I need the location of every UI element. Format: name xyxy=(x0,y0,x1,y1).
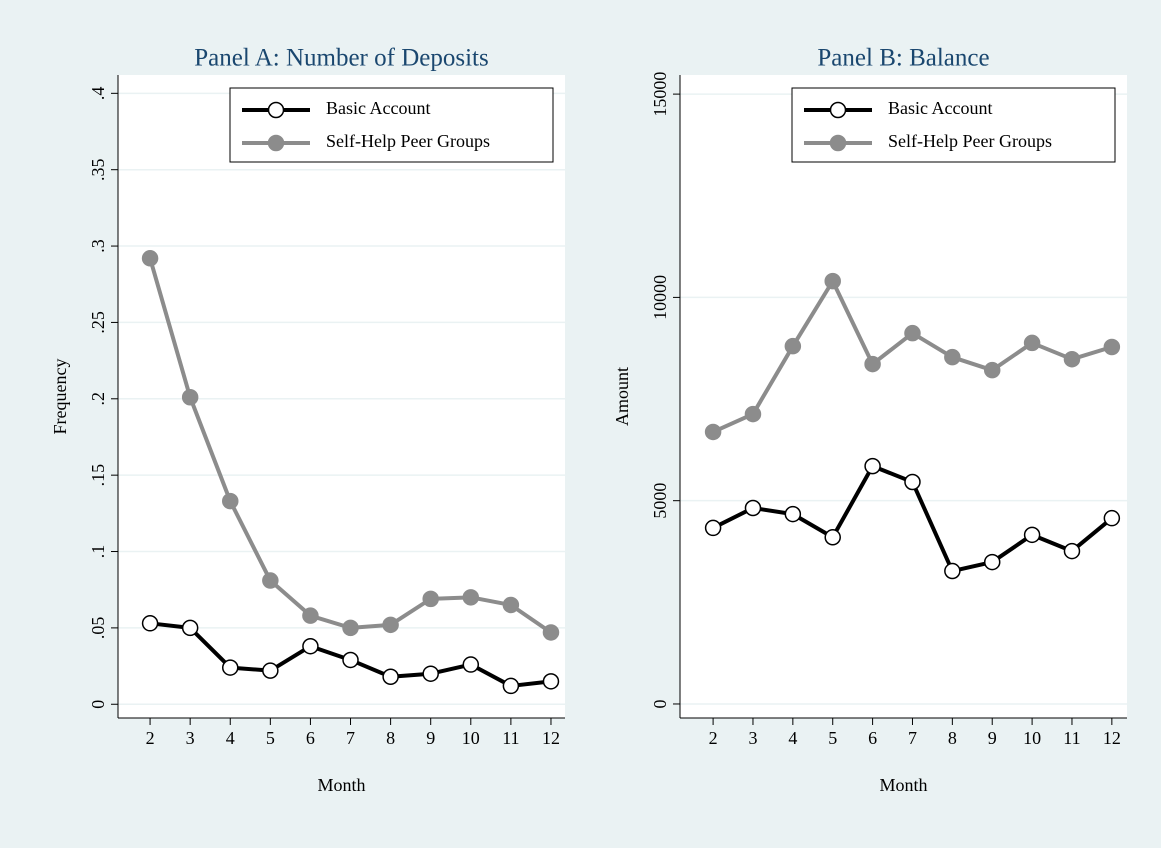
legend-label: Self-Help Peer Groups xyxy=(326,131,490,151)
marker xyxy=(744,499,762,517)
x-tick-label: 4 xyxy=(226,728,235,748)
marker xyxy=(1063,350,1081,368)
x-tick-label: 2 xyxy=(709,728,718,748)
x-tick-label: 5 xyxy=(828,728,837,748)
marker xyxy=(181,389,199,406)
chart-title: Panel B: Balance xyxy=(817,45,989,72)
chart-title: Panel A: Number of Deposits xyxy=(194,45,488,72)
y-axis-label: Amount xyxy=(612,367,632,426)
marker xyxy=(262,662,279,679)
legend-label: Basic Account xyxy=(326,98,430,118)
marker xyxy=(462,589,480,606)
marker xyxy=(141,250,159,267)
marker xyxy=(382,668,399,686)
marker xyxy=(262,572,279,589)
marker xyxy=(422,665,439,682)
marker xyxy=(422,590,439,608)
marker xyxy=(1103,338,1121,356)
y-tick-label: .35 xyxy=(88,158,108,181)
marker xyxy=(864,457,881,475)
x-tick-label: 3 xyxy=(748,728,757,748)
x-tick-label: 9 xyxy=(426,728,435,748)
y-axis-label: Frequency xyxy=(50,359,70,435)
y-tick-label: .3 xyxy=(88,239,108,253)
marker xyxy=(704,519,722,537)
marker xyxy=(302,607,319,624)
marker xyxy=(342,619,359,637)
marker xyxy=(944,562,961,580)
marker xyxy=(462,656,480,673)
marker xyxy=(141,615,159,632)
legend-label: Basic Account xyxy=(888,98,992,118)
marker xyxy=(1023,526,1041,544)
marker xyxy=(904,473,921,491)
marker xyxy=(704,423,722,441)
y-tick-label: .05 xyxy=(88,617,108,640)
marker xyxy=(864,355,881,373)
marker xyxy=(944,348,961,366)
legend-marker xyxy=(267,101,285,119)
y-tick-label: .1 xyxy=(88,545,108,559)
y-tick-label: 0 xyxy=(650,699,670,708)
x-tick-label: 2 xyxy=(146,728,155,748)
marker xyxy=(1063,542,1081,560)
marker xyxy=(824,272,841,290)
x-tick-label: 8 xyxy=(386,728,395,748)
marker xyxy=(542,673,560,690)
y-tick-label: .25 xyxy=(88,311,108,334)
x-tick-label: 5 xyxy=(266,728,275,748)
marker xyxy=(983,553,1001,571)
marker xyxy=(784,337,802,355)
x-tick-label: 12 xyxy=(542,728,560,748)
marker xyxy=(302,637,319,655)
legend-label: Self-Help Peer Groups xyxy=(888,131,1052,151)
x-tick-label: 11 xyxy=(502,728,519,748)
x-tick-label: 7 xyxy=(346,728,355,748)
x-tick-label: 8 xyxy=(948,728,957,748)
x-tick-label: 4 xyxy=(788,728,797,748)
marker xyxy=(181,619,199,637)
legend-box xyxy=(229,87,554,163)
x-tick-label: 12 xyxy=(1103,728,1121,748)
x-tick-label: 7 xyxy=(908,728,917,748)
plot-area xyxy=(680,75,1127,718)
legend-marker xyxy=(829,134,847,152)
marker xyxy=(382,616,399,634)
marker xyxy=(1103,509,1121,527)
x-axis-label: Month xyxy=(879,775,927,795)
y-tick-label: .4 xyxy=(88,87,108,101)
y-tick-label: .2 xyxy=(88,392,108,406)
y-tick-label: 15000 xyxy=(650,72,670,117)
y-tick-label: 10000 xyxy=(650,275,670,320)
legend-marker xyxy=(829,101,847,119)
marker xyxy=(542,624,560,641)
y-tick-label: .15 xyxy=(88,464,108,487)
x-tick-label: 11 xyxy=(1063,728,1080,748)
marker xyxy=(983,361,1001,379)
marker xyxy=(784,505,802,523)
marker xyxy=(904,324,921,342)
marker xyxy=(1023,334,1041,352)
legend-marker xyxy=(267,134,285,152)
x-tick-label: 9 xyxy=(988,728,997,748)
marker xyxy=(744,405,762,423)
marker xyxy=(222,492,239,510)
x-tick-label: 3 xyxy=(186,728,195,748)
x-tick-label: 10 xyxy=(1023,728,1041,748)
legend-box xyxy=(791,87,1116,163)
marker xyxy=(222,659,239,676)
y-tick-label: 0 xyxy=(88,700,108,709)
x-tick-label: 10 xyxy=(462,728,480,748)
x-axis-label: Month xyxy=(317,775,365,795)
x-tick-label: 6 xyxy=(306,728,315,748)
marker xyxy=(824,529,841,546)
marker xyxy=(342,651,359,669)
marker xyxy=(502,677,520,695)
x-tick-label: 6 xyxy=(868,728,877,748)
y-tick-label: 5000 xyxy=(650,483,670,519)
marker xyxy=(502,596,520,614)
